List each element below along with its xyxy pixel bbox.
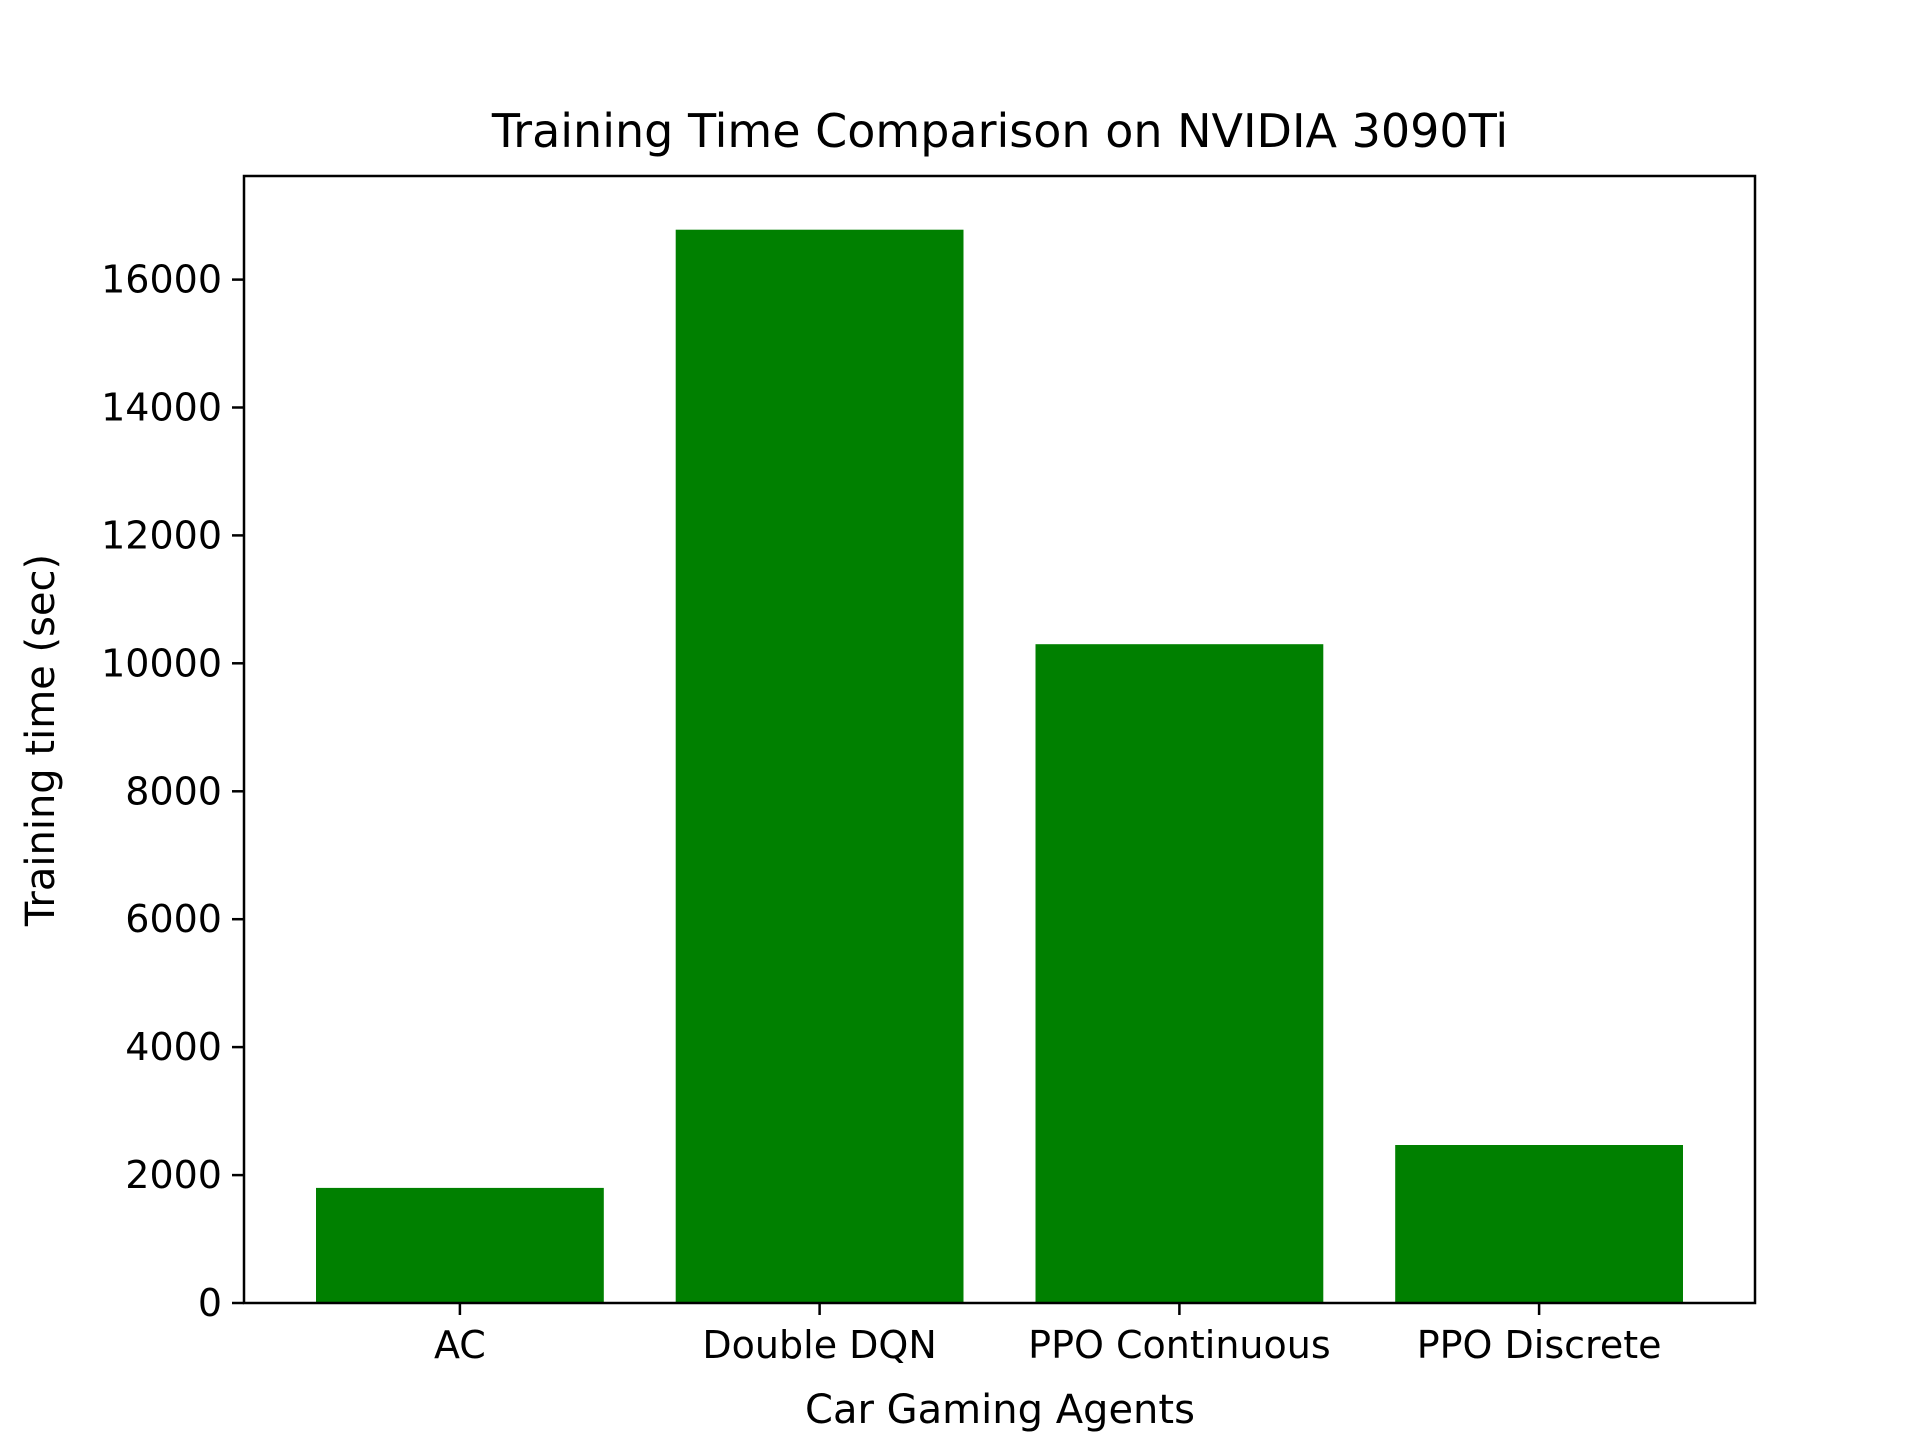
y-tick-label: 14000 [101, 386, 222, 430]
x-ticks-group: AC Double DQN PPO Continuous PPO Discrete [434, 1303, 1662, 1367]
y-tick-label: 0 [198, 1281, 222, 1325]
y-tick-label: 6000 [125, 897, 222, 941]
bar-ac [316, 1187, 604, 1303]
y-tick-label: 2000 [125, 1153, 222, 1197]
x-tick-label: PPO Continuous [1028, 1323, 1330, 1367]
y-tick-label: 12000 [101, 513, 222, 557]
y-tick-label: 4000 [125, 1025, 222, 1069]
x-tick-label: PPO Discrete [1417, 1323, 1662, 1367]
bar-double-dqn [675, 229, 964, 1304]
plot-frame [242, 174, 1757, 1305]
y-tick-label: 8000 [125, 769, 222, 813]
bar-ppo-continuous [1035, 644, 1324, 1303]
chart-title: Training Time Comparison on NVIDIA 3090T… [491, 104, 1508, 158]
x-tick-label: Double DQN [702, 1323, 936, 1367]
bar-ppo-discrete [1395, 1145, 1683, 1303]
y-axis-label: Training time (sec) [18, 554, 64, 927]
x-tick-label: AC [434, 1323, 486, 1367]
x-axis-label: Car Gaming Agents [805, 1387, 1195, 1433]
y-tick-label: 10000 [101, 641, 222, 685]
y-tick-label: 16000 [101, 258, 222, 302]
y-ticks-group: 0 2000 4000 6000 8000 10000 12000 14000 16000 [101, 258, 244, 1325]
bars-group [316, 229, 1683, 1304]
